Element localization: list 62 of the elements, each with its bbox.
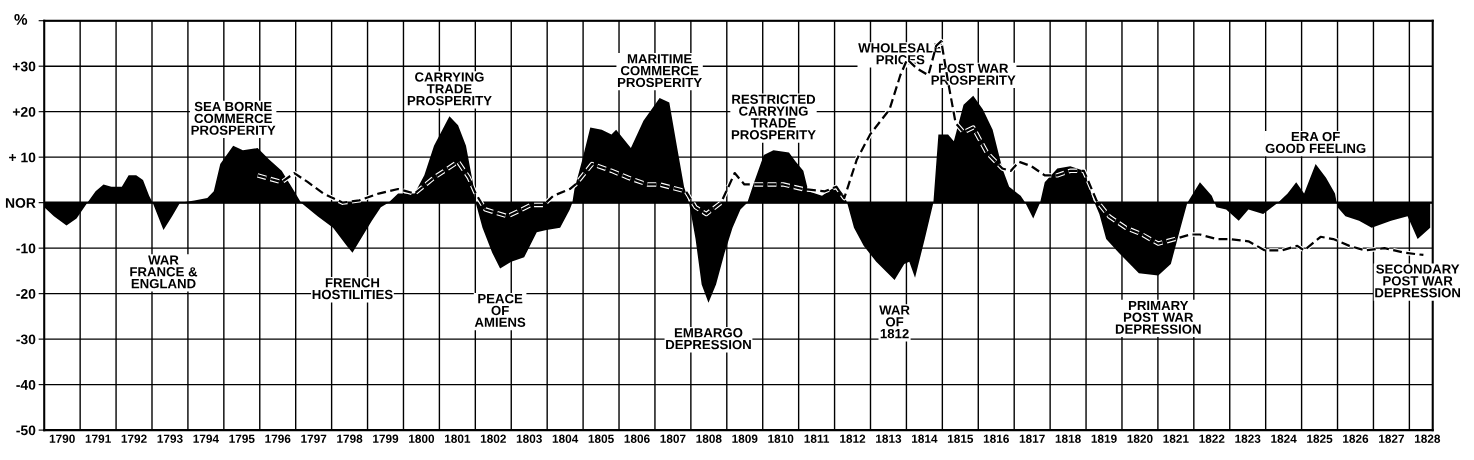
x-tick-label: 1827 — [1379, 434, 1405, 443]
y-tick-label: + 10 — [9, 152, 36, 163]
x-tick-label: 1815 — [947, 434, 974, 443]
x-tick-label: 1802 — [480, 434, 506, 443]
x-tick-label: 1791 — [85, 434, 111, 443]
x-tick-label: 1821 — [1163, 434, 1189, 443]
x-tick-label: 1816 — [983, 434, 1009, 443]
annotation: RESTRICTED CARRYING TRADE PROSPERITY — [731, 94, 816, 140]
annotation: WAR FRANCE & ENGLAND — [130, 255, 198, 289]
x-tick-label: 1826 — [1343, 434, 1369, 443]
x-tick-label: 1807 — [660, 434, 686, 443]
x-tick-label: 1801 — [444, 434, 471, 443]
x-tick-label: 1813 — [876, 434, 902, 443]
x-tick-label: 1798 — [337, 434, 363, 443]
annotation: ERA OF GOOD FEELING — [1265, 131, 1366, 154]
x-tick-label: 1795 — [229, 434, 255, 443]
y-tick-label: +20 — [12, 107, 36, 117]
x-tick-label: 1794 — [193, 434, 219, 443]
x-tick-label: 1790 — [49, 434, 75, 443]
x-tick-label: 1793 — [157, 434, 183, 443]
x-tick-label: 1810 — [768, 434, 794, 443]
x-tick-label: 1800 — [409, 434, 435, 443]
x-tick-label: 1796 — [265, 434, 291, 443]
x-tick-label: 1824 — [1271, 434, 1297, 443]
x-tick-label: 1809 — [732, 434, 758, 443]
x-tick-label: 1811 — [804, 434, 830, 443]
x-tick-label: 1828 — [1414, 434, 1441, 443]
x-tick-label: 1822 — [1199, 434, 1225, 443]
x-tick-label: 1803 — [516, 434, 542, 443]
annotation: SEA BORNE COMMERCE PROSPERITY — [191, 101, 276, 135]
annotation: PRIMARY POST WAR DEPRESSION — [1115, 300, 1201, 334]
annotation: EMBARGO DEPRESSION — [666, 328, 751, 350]
y-tick-label: -40 — [16, 379, 36, 390]
x-tick-label: 1808 — [696, 434, 722, 443]
y-tick-label: NOR — [5, 197, 36, 208]
x-tick-label: 1806 — [624, 434, 650, 443]
y-tick-label: -20 — [16, 288, 36, 299]
x-tick-label: 1819 — [1091, 434, 1117, 443]
y-axis-title: % — [14, 14, 28, 25]
x-tick-label: 1805 — [588, 434, 614, 443]
x-tick-label: 1814 — [912, 434, 938, 443]
x-tick-label: 1817 — [1019, 434, 1045, 443]
annotation: PEACE OF AMIENS — [474, 293, 526, 327]
x-tick-label: 1823 — [1235, 434, 1261, 443]
y-tick-label: -50 — [16, 425, 36, 436]
x-tick-label: 1804 — [552, 434, 579, 443]
x-tick-label: 1799 — [373, 434, 399, 443]
x-tick-label: 1812 — [840, 434, 866, 443]
x-tick-label: 1792 — [121, 434, 147, 443]
annotation: CARRYING TRADE PROSPERITY — [407, 72, 492, 106]
x-tick-label: 1820 — [1127, 434, 1153, 443]
y-tick-label: -10 — [16, 243, 36, 254]
annotation: MARITIME COMMERCE PROSPERITY — [617, 54, 702, 88]
annotation: POST WAR PROSPERITY — [931, 63, 1016, 85]
annotation: SECONDARY POST WAR DEPRESSION — [1375, 264, 1461, 298]
annotation: FRENCH HOSTILITIES — [312, 278, 393, 300]
y-tick-label: -30 — [16, 334, 36, 345]
annotation: WAR OF 1812 — [879, 305, 910, 339]
x-tick-label: 1818 — [1055, 434, 1081, 443]
y-tick-label: +30 — [12, 61, 36, 72]
x-tick-label: 1825 — [1307, 434, 1333, 443]
x-tick-label: 1797 — [301, 434, 327, 443]
